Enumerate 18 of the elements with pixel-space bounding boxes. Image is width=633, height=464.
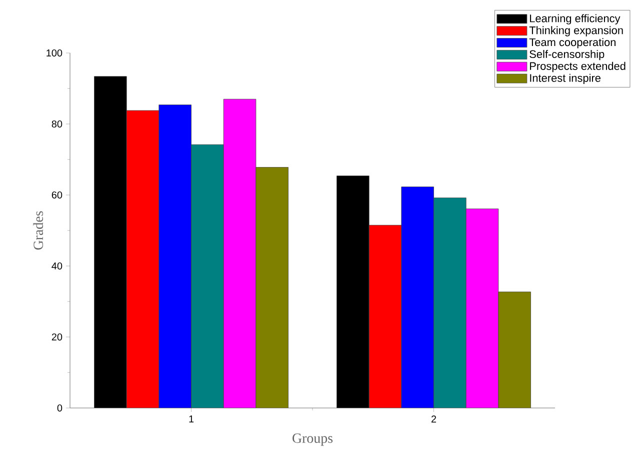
x-tick-label: 2: [431, 416, 436, 422]
y-tick-label: 0: [57, 404, 62, 412]
bar: [466, 208, 499, 408]
y-tick-label: 100: [46, 49, 62, 57]
legend-label: Prospects extended: [530, 62, 626, 72]
y-tick-label: 20: [52, 333, 62, 341]
y-tick-label: 40: [52, 262, 62, 270]
y-tick-label: 80: [52, 120, 62, 128]
legend-label: Interest inspire: [530, 74, 600, 84]
legend-label: Thinking expansion: [529, 26, 623, 36]
x-axis-title: Groups: [292, 434, 333, 446]
y-axis-title: Grades: [33, 211, 44, 250]
x-tick-label: 1: [189, 416, 194, 422]
legend-label: Learning efficiency: [530, 14, 620, 24]
y-tick-label: 60: [52, 191, 62, 199]
bar: [223, 98, 256, 408]
legend-label: Team cooperation: [529, 38, 616, 48]
legend-label: Self-censorship: [530, 50, 604, 60]
